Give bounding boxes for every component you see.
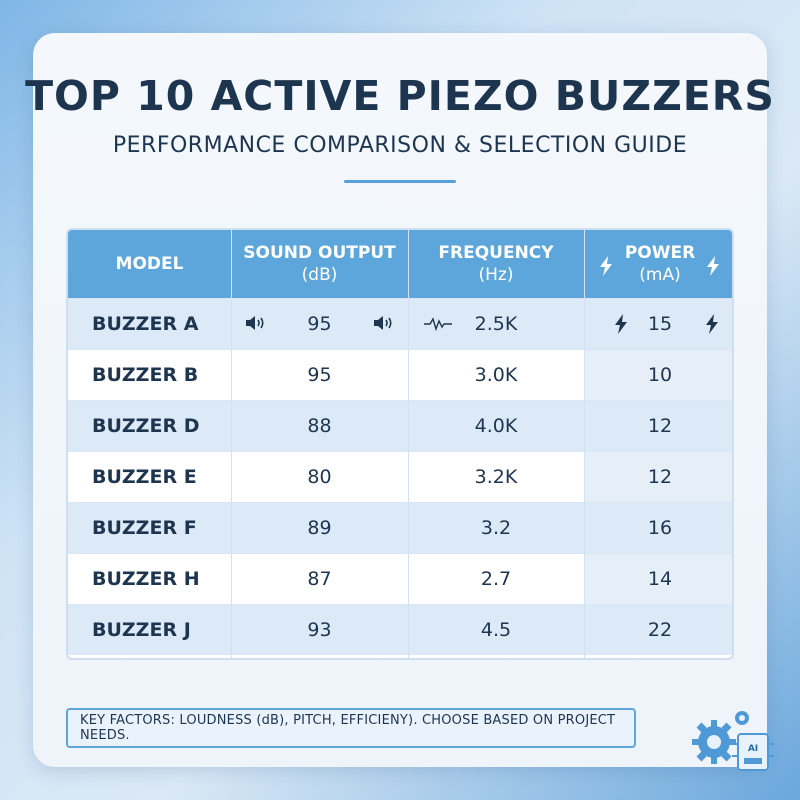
model-cell: BUZZER H — [92, 568, 200, 590]
header-model-label: MODEL — [115, 254, 184, 274]
frequency-cell: 3.2K — [474, 466, 518, 488]
waveform-icon — [424, 317, 452, 331]
page-title: TOP 10 ACTIVE PIEZO BUZZERS — [25, 72, 775, 120]
column-divider — [584, 230, 585, 658]
sound-output-cell: 95 — [307, 313, 332, 335]
table-row: BUZZER A 95 2.5K 15 — [68, 298, 732, 349]
header-power: POWER (mA) — [584, 230, 732, 298]
header-power-label: POWER — [624, 243, 696, 263]
badge-text: AI — [748, 744, 758, 754]
frequency-cell: 4.5 — [480, 619, 512, 641]
power-cell-bg — [584, 452, 732, 502]
speaker-icon — [245, 314, 269, 332]
power-cell: 12 — [647, 415, 673, 437]
sound-output-cell: 80 — [307, 466, 332, 488]
sound-output-cell: 89 — [307, 517, 332, 539]
header-power-unit: (mA) — [639, 265, 681, 285]
table-row: BUZZER B 95 3.0K 10 — [68, 349, 732, 400]
comparison-table: MODEL SOUND OUTPUT (dB) FREQUENCY (Hz) P… — [66, 228, 734, 660]
frequency-cell: 3.0K — [474, 364, 518, 386]
header-frequency-unit: (Hz) — [478, 265, 514, 285]
lightning-icon — [599, 256, 613, 276]
power-cell: 15 — [647, 313, 673, 335]
power-cell: 16 — [647, 517, 673, 539]
power-cell-bg — [584, 350, 732, 400]
page-subtitle: PERFORMANCE COMPARISON & SELECTION GUIDE — [112, 133, 688, 158]
gear-chip-badge: AI — [690, 704, 776, 780]
gear-icon — [692, 720, 736, 764]
power-cell: 14 — [647, 568, 673, 590]
header-sound-output: SOUND OUTPUT (dB) — [231, 230, 408, 298]
power-cell: 12 — [647, 466, 673, 488]
model-cell: BUZZER J — [92, 619, 191, 641]
power-cell: 22 — [647, 619, 673, 641]
model-cell: BUZZER D — [92, 415, 200, 437]
header-sound-unit: (dB) — [301, 265, 338, 285]
header-sound-label: SOUND OUTPUT — [243, 243, 396, 263]
header-frequency: FREQUENCY (Hz) — [408, 230, 584, 298]
power-cell: 10 — [647, 364, 673, 386]
power-cell-bg — [584, 554, 732, 604]
key-factors-text: KEY FACTORS: LOUDNESS (dB), PITCH, EFFIC… — [80, 713, 616, 743]
key-factors-note: KEY FACTORS: LOUDNESS (dB), PITCH, EFFIC… — [66, 708, 636, 748]
table-row: BUZZER H 87 2.7 14 — [68, 553, 732, 604]
column-divider — [408, 230, 409, 658]
table-row: BUZZER F 89 3.2 16 — [68, 502, 732, 553]
lightning-icon — [614, 314, 628, 334]
sound-output-cell: 87 — [307, 568, 332, 590]
model-cell: BUZZER A — [92, 313, 199, 335]
frequency-cell: 2.7 — [480, 568, 512, 590]
frequency-cell: 4.0K — [474, 415, 518, 437]
table-row: BUZZER D 88 4.0K 12 — [68, 400, 732, 451]
title-divider — [344, 180, 456, 183]
table-row: BUZZER J 93 4.5 22 — [68, 604, 732, 655]
frequency-cell: 3.2 — [480, 517, 512, 539]
header-frequency-label: FREQUENCY — [438, 243, 554, 263]
sound-output-cell: 93 — [307, 619, 332, 641]
speaker-icon — [373, 314, 397, 332]
sound-output-cell: 95 — [307, 364, 332, 386]
model-cell: BUZZER B — [92, 364, 199, 386]
column-divider — [231, 230, 232, 658]
model-cell: BUZZER F — [92, 517, 197, 539]
table-row: BUZZER E 80 3.2K 12 — [68, 451, 732, 502]
header-model: MODEL — [68, 230, 231, 298]
model-cell: BUZZER E — [92, 466, 197, 488]
lightning-icon — [705, 314, 719, 334]
gear-icon — [735, 711, 749, 725]
frequency-cell: 2.5K — [474, 313, 518, 335]
table-header: MODEL SOUND OUTPUT (dB) FREQUENCY (Hz) P… — [68, 230, 732, 298]
sound-output-cell: 88 — [307, 415, 332, 437]
lightning-icon — [706, 256, 720, 276]
circuit-chip-icon: AI — [732, 733, 774, 771]
